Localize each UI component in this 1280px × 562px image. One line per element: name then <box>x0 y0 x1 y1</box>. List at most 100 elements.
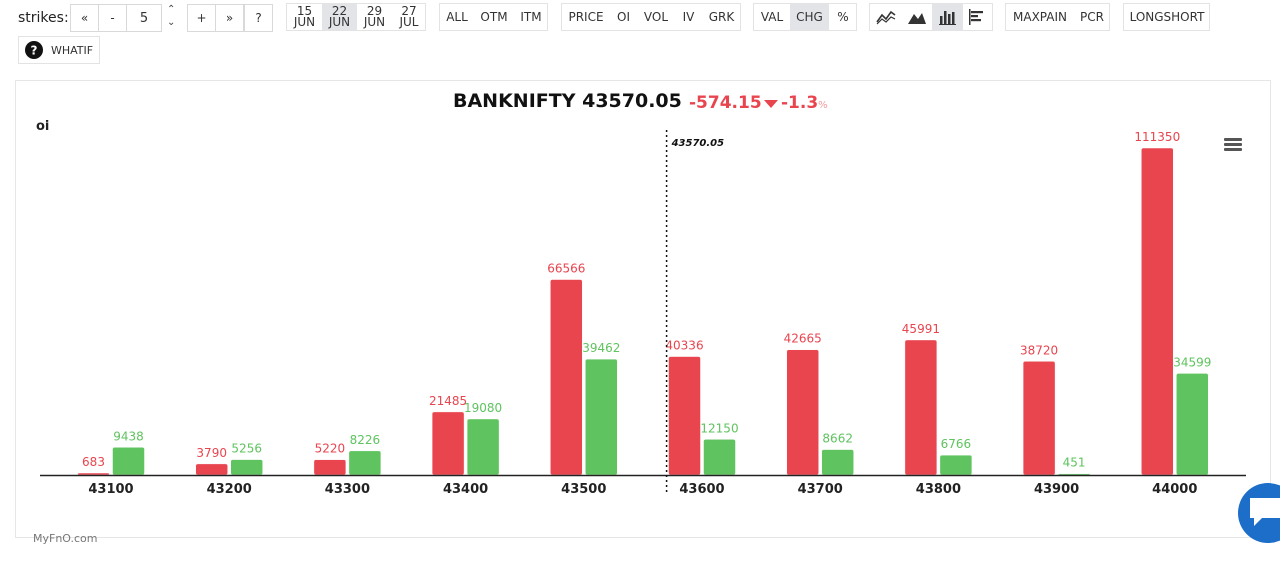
bar-call-43700 <box>786 349 819 476</box>
mode-pct-button[interactable]: % <box>837 10 849 24</box>
x-tick-label-43300: 43300 <box>325 482 370 497</box>
chevron-down-icon[interactable]: ⌄ <box>167 17 176 28</box>
bar-call-43800 <box>904 339 938 476</box>
watermark: MyFnO.com <box>33 532 98 545</box>
line-chart-icon[interactable] <box>870 4 901 30</box>
filter-otm-button[interactable]: OTM <box>480 10 508 24</box>
data-label-put-43500: 39462 <box>582 341 620 355</box>
x-tick-label-43600: 43600 <box>679 482 724 497</box>
chart-container <box>15 80 1271 538</box>
maxpain-button[interactable]: MAXPAIN <box>1013 10 1067 24</box>
increase-strikes-button[interactable]: + <box>187 4 216 32</box>
bar-put-43200 <box>230 459 263 476</box>
bar-call-44000 <box>1141 147 1174 476</box>
whatif-label: WHATIF <box>50 43 94 57</box>
y-axis-label: oi <box>36 119 50 134</box>
expiry-29-jun[interactable]: 29 JUN <box>363 4 386 29</box>
bar-call-43400 <box>431 411 465 476</box>
data-label-call-43400: 21485 <box>429 394 467 408</box>
data-label-call-44000: 111350 <box>1134 130 1180 144</box>
data-label-put-43800: 6766 <box>941 437 972 451</box>
strikes-stepper[interactable]: ⌃ ⌄ <box>160 4 186 32</box>
data-label-put-43200: 5256 <box>231 442 262 456</box>
data-label-put-43900: 451 <box>1063 456 1086 470</box>
bar-put-43700 <box>821 449 854 476</box>
area-chart-icon[interactable] <box>901 4 932 30</box>
filter-itm-button[interactable]: ITM <box>520 10 542 24</box>
down-arrow-icon <box>764 100 778 108</box>
chat-widget-button[interactable] <box>1238 483 1280 543</box>
bar-put-44000 <box>1176 373 1209 476</box>
x-tick-label-43500: 43500 <box>561 482 606 497</box>
svg-text:?: ? <box>31 44 38 58</box>
bar-put-43100 <box>112 447 145 476</box>
filter-all-button[interactable]: ALL <box>446 10 468 24</box>
longshort-group: LONGSHORT <box>1123 3 1210 31</box>
longshort-button[interactable]: LONGSHORT <box>1129 10 1205 24</box>
bar-call-43200 <box>195 463 228 476</box>
chat-icon <box>1250 498 1280 526</box>
help-circle-icon: ? <box>24 37 44 63</box>
whatif-button[interactable]: ? WHATIF <box>18 36 100 64</box>
bar-call-43600 <box>668 356 701 476</box>
x-tick-label-43100: 43100 <box>88 482 133 497</box>
chevron-up-icon[interactable]: ⌃ <box>167 4 176 15</box>
x-tick-label-44000: 44000 <box>1152 482 1197 497</box>
strikes-count-input[interactable]: 5 <box>126 4 162 32</box>
data-label-call-43200: 3790 <box>196 446 227 460</box>
bar-call-43100 <box>77 472 110 476</box>
data-label-put-44000: 34599 <box>1173 355 1211 369</box>
pcr-button[interactable]: PCR <box>1080 10 1104 24</box>
spot-price-label: 43570.05 <box>671 138 725 149</box>
data-label-put-43700: 8662 <box>822 432 853 446</box>
data-label-call-43800: 45991 <box>902 322 940 336</box>
bar-put-43600 <box>703 439 736 476</box>
metric-oi-button[interactable]: OI <box>617 10 630 24</box>
filter-group: ALL OTM ITM <box>439 3 548 31</box>
metric-iv-button[interactable]: IV <box>682 10 695 24</box>
data-label-put-43400: 19080 <box>464 401 502 415</box>
mode-group: VAL CHG % <box>753 3 857 31</box>
mode-chg-button[interactable]: CHG <box>790 4 829 30</box>
chart-type-group <box>869 3 993 31</box>
metric-vol-button[interactable]: VOL <box>643 10 669 24</box>
bar-call-43300 <box>313 459 347 476</box>
strikes-label: strikes: <box>18 10 69 26</box>
bar-chart-icon[interactable] <box>932 4 963 30</box>
x-tick-label-43400: 43400 <box>443 482 488 497</box>
x-tick-label-43900: 43900 <box>1034 482 1079 497</box>
analysis-group: MAXPAIN PCR <box>1005 3 1110 31</box>
price-change-percent: -1.3% <box>764 93 828 113</box>
menu-icon[interactable] <box>1224 138 1242 152</box>
expiry-group: 15 JUN 22 JUN 29 JUN 27 JUL <box>286 3 426 31</box>
bar-call-43900 <box>1022 361 1056 476</box>
data-label-call-43100: 683 <box>82 455 105 469</box>
bar-put-43300 <box>348 450 382 476</box>
x-tick-label-43800: 43800 <box>916 482 961 497</box>
toolbar: strikes: « - 5 ⌃ ⌄ + » ? 15 JUN 22 JUN 29 J… <box>0 0 1280 76</box>
horizontal-bar-chart-icon[interactable] <box>963 4 993 30</box>
metric-price-button[interactable]: PRICE <box>568 10 604 24</box>
expiry-15-jun[interactable]: 15 JUN <box>293 4 316 29</box>
data-label-call-43600: 40336 <box>665 339 703 353</box>
chart-title: BANKNIFTY 43570.05 <box>453 90 682 112</box>
expiry-27-jul[interactable]: 27 JUL <box>399 4 419 29</box>
x-tick-label-43200: 43200 <box>207 482 252 497</box>
bar-call-43500 <box>550 279 583 476</box>
data-label-call-43500: 66566 <box>547 262 585 276</box>
expiry-22-jun[interactable]: 22 JUN <box>322 4 357 30</box>
metric-grk-button[interactable]: GRK <box>708 10 735 24</box>
bar-put-43800 <box>939 454 973 476</box>
mode-val-button[interactable]: VAL <box>760 10 784 24</box>
help-button[interactable]: ? <box>244 4 273 32</box>
price-change: -574.15 <box>689 93 762 113</box>
bar-put-43400 <box>466 418 500 476</box>
last-strike-button[interactable]: » <box>215 4 244 32</box>
data-label-call-43300: 5220 <box>315 442 346 456</box>
data-label-put-43100: 9438 <box>113 429 144 443</box>
bar-put-43500 <box>585 358 618 476</box>
x-tick-label-43700: 43700 <box>798 482 843 497</box>
metric-group: PRICE OI VOL IV GRK <box>561 3 741 31</box>
data-label-put-43300: 8226 <box>350 433 381 447</box>
